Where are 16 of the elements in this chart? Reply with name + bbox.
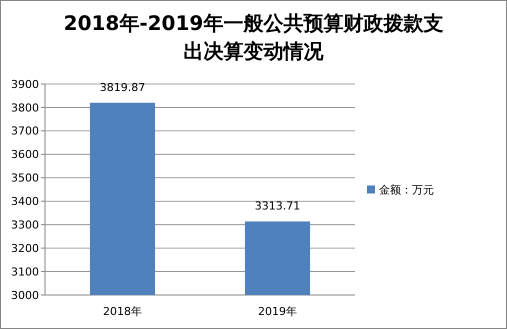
y-tick-label: 3800 [11, 101, 39, 114]
data-label: 3819.87 [100, 80, 146, 94]
y-tick-label: 3300 [11, 218, 39, 232]
y-tick-label: 3600 [11, 148, 39, 162]
y-tick-label: 3400 [11, 195, 39, 208]
y-tick-label: 3000 [11, 288, 39, 302]
chart-title: 2018年-2019年一般公共预算财政拨款支出决算变动情况 [64, 11, 444, 63]
y-tick-label: 3100 [11, 265, 39, 278]
legend-label: 金额：万元 [379, 183, 434, 196]
y-tick-label: 3700 [11, 124, 39, 138]
y-tick-label: 3200 [11, 242, 39, 255]
y-tick-label: 3500 [11, 172, 39, 185]
y-tick-label: 3900 [11, 78, 39, 91]
x-tick-label: 2019年 [258, 305, 297, 318]
x-tick-label: 2018年 [103, 305, 142, 318]
data-label: 3313.71 [254, 199, 300, 212]
